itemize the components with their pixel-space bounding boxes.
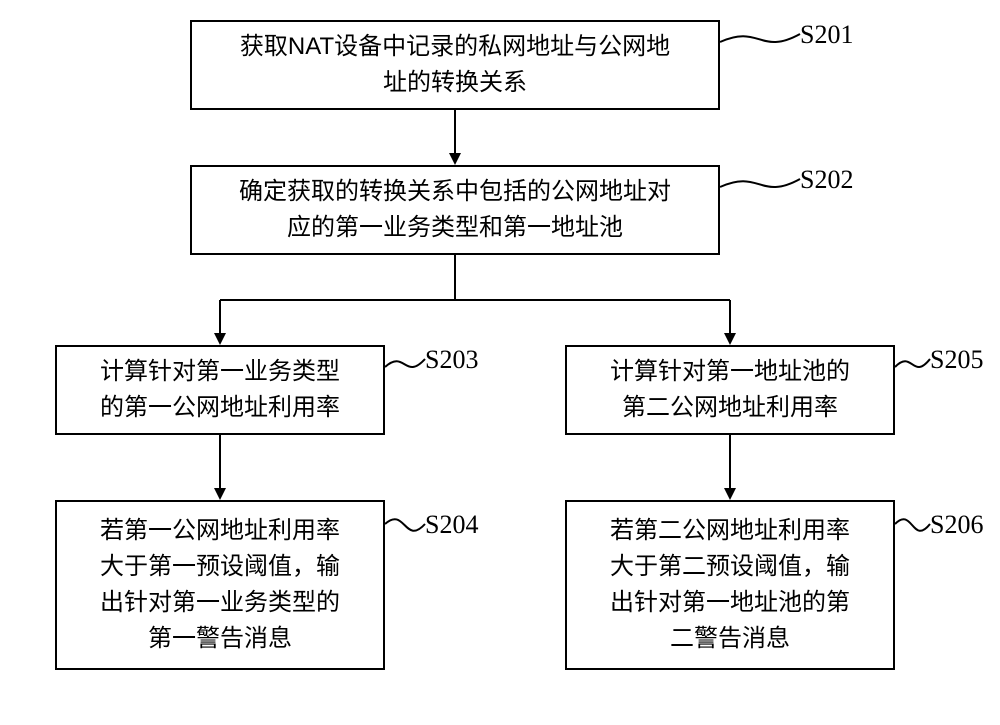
step-s206: 若第二公网地址利用率大于第二预设阈值，输出针对第一地址池的第二警告消息 <box>565 500 895 670</box>
step-s202-text: 确定获取的转换关系中包括的公网地址对应的第一业务类型和第一地址池 <box>239 174 671 246</box>
label-s205: S205 <box>930 345 983 375</box>
flowchart-canvas: 获取NAT设备中记录的私网地址与公网地址的转换关系 确定获取的转换关系中包括的公… <box>0 0 1000 725</box>
step-s202: 确定获取的转换关系中包括的公网地址对应的第一业务类型和第一地址池 <box>190 165 720 255</box>
step-s204: 若第一公网地址利用率大于第一预设阈值，输出针对第一业务类型的第一警告消息 <box>55 500 385 670</box>
step-s201: 获取NAT设备中记录的私网地址与公网地址的转换关系 <box>190 20 720 110</box>
label-s203: S203 <box>425 345 478 375</box>
label-s204: S204 <box>425 510 478 540</box>
step-s206-text: 若第二公网地址利用率大于第二预设阈值，输出针对第一地址池的第二警告消息 <box>610 513 850 657</box>
step-s203: 计算针对第一业务类型的第一公网地址利用率 <box>55 345 385 435</box>
label-s202: S202 <box>800 165 853 195</box>
label-s206: S206 <box>930 510 983 540</box>
step-s205-text: 计算针对第一地址池的第二公网地址利用率 <box>610 354 850 426</box>
step-s203-text: 计算针对第一业务类型的第一公网地址利用率 <box>100 354 340 426</box>
step-s201-text: 获取NAT设备中记录的私网地址与公网地址的转换关系 <box>240 29 670 101</box>
step-s205: 计算针对第一地址池的第二公网地址利用率 <box>565 345 895 435</box>
label-s201: S201 <box>800 20 853 50</box>
step-s204-text: 若第一公网地址利用率大于第一预设阈值，输出针对第一业务类型的第一警告消息 <box>100 513 340 657</box>
